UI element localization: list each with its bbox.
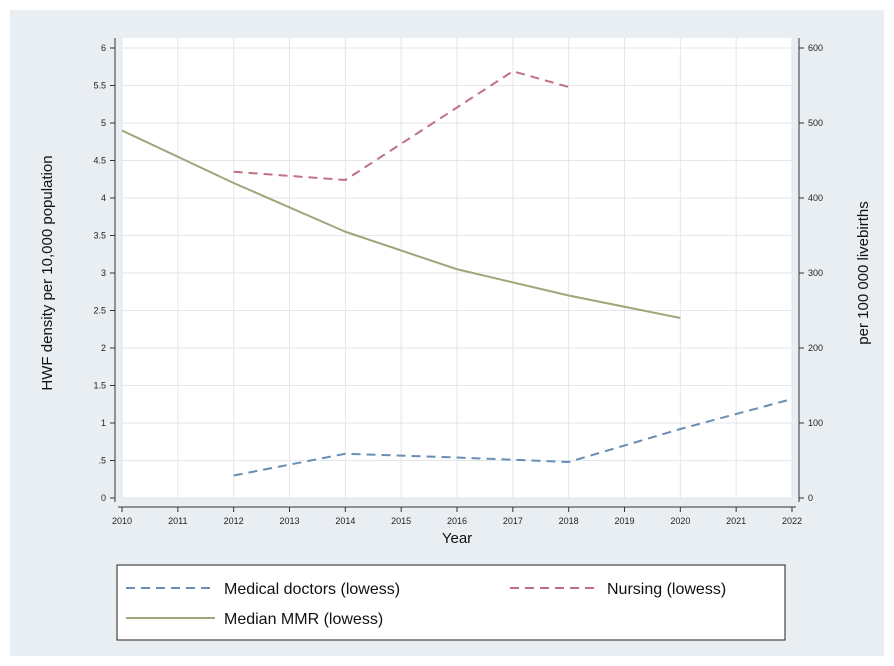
x-tick-label: 2012 <box>224 516 244 526</box>
x-tick-label: 2020 <box>670 516 690 526</box>
legend-box <box>116 564 786 641</box>
x-tick-label: 2021 <box>726 516 746 526</box>
y-tick-label: 2 <box>101 343 106 353</box>
y2-tick-label: 500 <box>808 118 823 128</box>
y-tick-label: 5.5 <box>93 81 106 91</box>
axes: 2010 2011 2012 2013 2014 2015 2016 2017 2018 2019… <box>93 38 823 526</box>
x-tick-label: 2010 <box>112 516 132 526</box>
x-tick-label: 2017 <box>503 516 523 526</box>
y2-tick-label: 200 <box>808 343 823 353</box>
y2-tick-label: 0 <box>808 493 813 503</box>
grid-lines <box>121 38 793 499</box>
x-tick-label: 2018 <box>559 516 579 526</box>
series-line-0 <box>233 398 793 477</box>
legend-label-median-mmr: Median MMR (lowess) <box>224 611 383 628</box>
y-tick-label: 1.5 <box>93 381 106 391</box>
y-tick-label: 3.5 <box>93 231 106 241</box>
y2-tick-label: 300 <box>808 268 823 278</box>
x-tick-label: 2014 <box>335 516 355 526</box>
legend: Medical doctors (lowess) Nursing (lowess… <box>116 564 786 641</box>
x-axis-title: Year <box>442 530 472 547</box>
y-tick-label: 2.5 <box>93 306 106 316</box>
y2-tick-label: 100 <box>808 418 823 428</box>
y-tick-label: 4 <box>101 193 106 203</box>
chart-frame: 2010 2011 2012 2013 2014 2015 2016 2017 2018 2019… <box>10 10 884 656</box>
x-tick-label: 2022 <box>782 516 802 526</box>
x-tick-label: 2019 <box>614 516 634 526</box>
y2-tick-label: 400 <box>808 193 823 203</box>
x-tick-label: 2015 <box>391 516 411 526</box>
x-tick-label: 2016 <box>447 516 467 526</box>
series-line-2 <box>121 129 681 319</box>
y-tick-label: 0 <box>101 493 106 503</box>
y-tick-label: 1 <box>101 418 106 428</box>
y-tick-label: 6 <box>101 43 106 53</box>
y-tick-label: 4.5 <box>93 156 106 166</box>
y-tick-label: 3 <box>101 268 106 278</box>
y2-tick-label: 600 <box>808 43 823 53</box>
y2-axis-title: per 100 000 livebirths <box>855 201 872 344</box>
x-tick-label: 2011 <box>168 516 187 526</box>
legend-label-nursing: Nursing (lowess) <box>607 581 726 598</box>
series-line-1 <box>233 70 569 181</box>
x-tick-label: 2013 <box>279 516 299 526</box>
y-tick-label: .5 <box>98 456 106 466</box>
y-tick-label: 5 <box>101 118 106 128</box>
series-lines <box>121 70 793 477</box>
line-chart: 2010 2011 2012 2013 2014 2015 2016 2017 2018 2019… <box>39 38 872 641</box>
legend-label-medical-doctors: Medical doctors (lowess) <box>224 581 400 598</box>
y-axis-title: HWF density per 10,000 population <box>39 155 56 390</box>
